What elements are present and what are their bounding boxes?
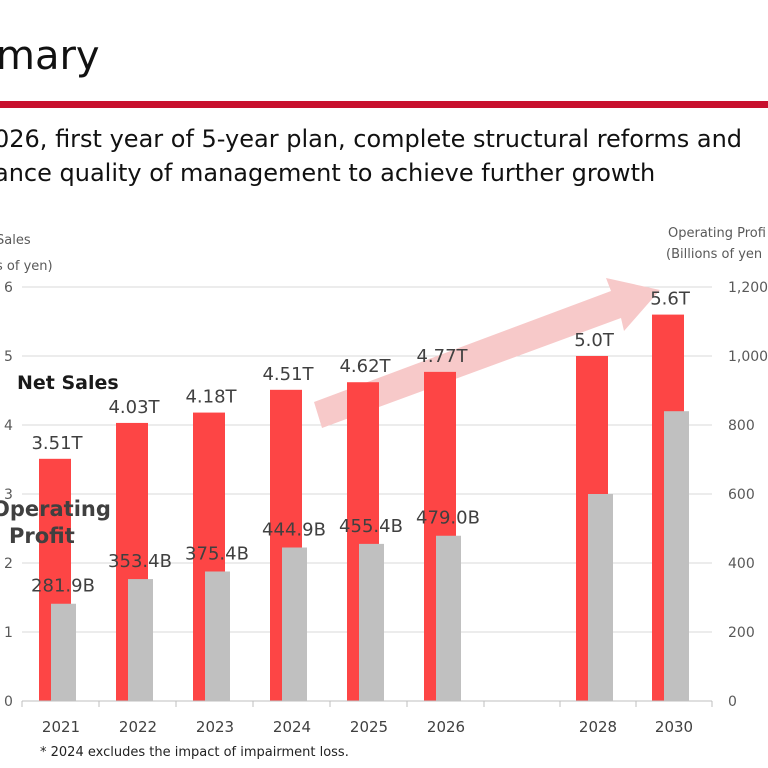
footnote: * 2024 excludes the impact of impairment… [40, 745, 349, 760]
net-sales-data-label: 4.18T [185, 387, 237, 408]
series-label-operating-line-1: Operating [0, 497, 111, 521]
right-tick-label: 0 [728, 694, 737, 710]
left-tick-label: 0 [4, 694, 13, 710]
operating-profit-bar [359, 543, 384, 701]
left-axis-title-line-2: s of yen) [0, 259, 53, 274]
category-label: 2022 [119, 718, 157, 736]
page-title: mary [0, 33, 100, 79]
operating-profit-data-label: 455.4B [339, 516, 403, 537]
left-tick-label: 1 [4, 625, 13, 641]
category-label: 2028 [579, 718, 617, 736]
left-tick-label: 3 [4, 487, 13, 503]
right-tick-label: 1,200 [728, 280, 768, 296]
left-tick-label: 6 [4, 280, 13, 296]
category-label: 2030 [655, 718, 693, 736]
right-tick-label: 1,000 [728, 349, 768, 365]
category-label: 2021 [42, 718, 80, 736]
left-tick-label: 4 [4, 418, 13, 434]
operating-profit-bar [282, 547, 307, 701]
operating-profit-data-label: 353.4B [108, 551, 172, 572]
category-label: 2026 [427, 718, 465, 736]
net-sales-data-label: 5.6T [650, 289, 691, 310]
net-sales-data-label: 4.51T [262, 364, 314, 385]
net-sales-data-label: 3.51T [31, 433, 83, 454]
category-label: 2025 [350, 718, 388, 736]
right-axis-title-line-1: Operating Profi [668, 226, 766, 241]
net-sales-data-label: 4.77T [416, 346, 468, 367]
operating-profit-bar [436, 535, 461, 701]
operating-profit-bar [664, 411, 689, 701]
left-tick-label: 5 [4, 349, 13, 365]
operating-profit-data-label: 444.9B [262, 520, 326, 541]
net-sales-data-label: 4.03T [108, 397, 160, 418]
category-label: 2023 [196, 718, 234, 736]
right-tick-label: 200 [728, 625, 755, 641]
growth-arrow-shape [314, 278, 660, 428]
series-label-net-sales: Net Sales [17, 372, 119, 394]
operating-profit-bar [128, 579, 153, 701]
right-tick-label: 400 [728, 556, 755, 572]
right-tick-label: 800 [728, 418, 755, 434]
series-label-operating-line-2: Profit [9, 524, 75, 548]
net-sales-data-label: 5.0T [574, 330, 615, 351]
category-label: 2024 [273, 718, 311, 736]
operating-profit-bar [588, 494, 613, 701]
left-tick-label: 2 [4, 556, 13, 572]
axes: 0 1 2 3 4 5 6 0 200 400 600 800 1,000 1,200 2021 2022 20… [4, 280, 768, 736]
operating-profit-bar [51, 603, 76, 701]
subtitle-line-1: 026, first year of 5-year plan, complete… [0, 125, 743, 153]
operating-profit-data-label: 281.9B [31, 576, 95, 597]
operating-profit-bar [205, 571, 230, 701]
right-tick-label: 600 [728, 487, 755, 503]
net-sales-data-label: 4.62T [339, 356, 391, 377]
title-rule [0, 101, 768, 108]
operating-profit-data-label: 375.4B [185, 543, 249, 564]
right-axis-title-line-2: (Billions of yen [666, 247, 762, 262]
left-axis-title-line-1: Sales [0, 233, 31, 248]
data-labels: 3.51T 281.9B 4.03T 353.4B 4.18T 375.4B 4.51T 44… [31, 289, 691, 597]
bars [39, 314, 689, 701]
growth-arrow [314, 278, 660, 428]
operating-profit-data-label: 479.0B [416, 508, 480, 529]
subtitle-line-2: ance quality of management to achieve fu… [0, 159, 656, 187]
